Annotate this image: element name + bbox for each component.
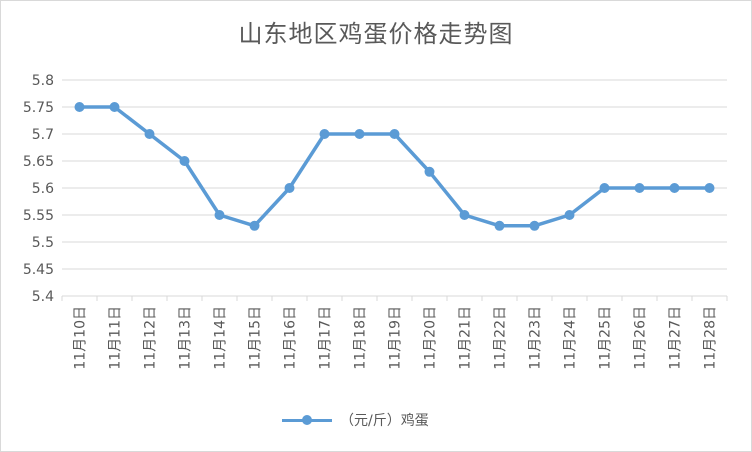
data-point xyxy=(249,220,260,231)
x-tick-label: 11月19日 xyxy=(388,306,404,370)
y-axis-tick-labels: 5.4 5.45 5.5 5.55 5.6 5.65 5.7 5.75 5.8 xyxy=(23,73,54,305)
x-tick-label: 11月28日 xyxy=(703,306,719,370)
x-tick-label: 11月23日 xyxy=(528,306,544,370)
data-point xyxy=(529,220,540,231)
x-tick-label: 11月14日 xyxy=(213,306,229,370)
x-tick-label: 11月26日 xyxy=(633,306,649,370)
data-point xyxy=(599,183,610,193)
y-tick-label: 5.65 xyxy=(23,154,54,170)
data-point xyxy=(179,156,190,166)
x-tick-label: 11月12日 xyxy=(143,306,159,370)
x-tick-label: 11月16日 xyxy=(283,306,299,370)
y-tick-label: 5.6 xyxy=(32,181,54,197)
y-tick-label: 5.75 xyxy=(23,100,54,116)
x-axis-tick-labels: 11月10日 11月11日 11月12日 11月13日 11月14日 11月15日 11月1… xyxy=(73,306,719,370)
data-point xyxy=(424,166,435,177)
x-tick-label: 11月18日 xyxy=(353,306,369,370)
data-point xyxy=(74,102,85,112)
y-tick-label: 5.5 xyxy=(32,235,54,251)
y-tick-label: 5.45 xyxy=(23,262,54,278)
data-point xyxy=(284,183,295,193)
y-tick-label: 5.4 xyxy=(32,289,54,305)
data-point xyxy=(319,129,330,139)
legend-label: （元/斤）鸡蛋 xyxy=(340,413,429,429)
series-layer xyxy=(74,102,715,231)
data-point xyxy=(634,183,645,193)
x-tick-label: 11月15日 xyxy=(248,306,264,370)
x-axis xyxy=(61,296,728,301)
legend-line-marker-icon xyxy=(282,410,332,430)
x-tick-label: 11月24日 xyxy=(563,306,579,370)
x-tick-label: 11月11日 xyxy=(108,306,124,370)
data-point xyxy=(214,210,225,220)
y-tick-label: 5.55 xyxy=(23,208,54,224)
y-tick-label: 5.8 xyxy=(32,73,54,89)
x-tick-label: 11月10日 xyxy=(73,306,89,370)
data-point xyxy=(669,183,680,193)
x-tick-label: 11月13日 xyxy=(178,306,194,370)
x-tick-label: 11月22日 xyxy=(493,306,509,370)
data-point xyxy=(389,129,400,139)
data-point xyxy=(354,129,365,139)
data-point xyxy=(459,210,470,220)
data-point xyxy=(144,129,155,139)
data-point xyxy=(704,183,715,193)
data-point xyxy=(494,220,505,231)
legend: （元/斤）鸡蛋 xyxy=(282,408,429,432)
x-tick-label: 11月25日 xyxy=(598,306,614,370)
data-point xyxy=(109,102,120,112)
y-tick-label: 5.7 xyxy=(32,127,54,143)
data-point xyxy=(564,210,575,220)
x-tick-label: 11月21日 xyxy=(458,306,474,370)
x-tick-label: 11月27日 xyxy=(668,306,684,370)
x-tick-label: 11月17日 xyxy=(318,306,334,370)
chart-title: 山东地区鸡蛋价格走势图 xyxy=(238,20,514,48)
x-tick-label: 11月20日 xyxy=(423,306,439,370)
series-line xyxy=(79,105,710,228)
